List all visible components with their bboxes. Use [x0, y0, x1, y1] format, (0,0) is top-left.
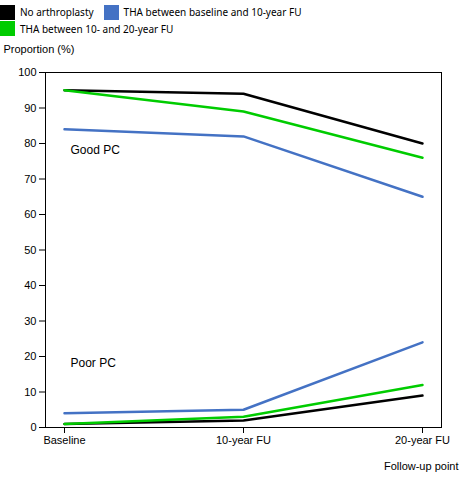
svg-text:Baseline: Baseline: [43, 434, 85, 446]
svg-text:0: 0: [30, 421, 36, 433]
svg-text:10: 10: [24, 386, 36, 398]
svg-text:20-year FU: 20-year FU: [395, 434, 450, 446]
svg-text:60: 60: [24, 208, 36, 220]
svg-text:80: 80: [24, 137, 36, 149]
svg-text:Follow-up point: Follow-up point: [384, 460, 459, 472]
svg-text:90: 90: [24, 102, 36, 114]
html-text:THA between 10- and 20-year FU: THA between 10- and 20-year FU: [20, 21, 174, 36]
html-text:No arthroplasty: No arthroplasty: [20, 5, 94, 20]
svg-text:20: 20: [24, 350, 36, 362]
svg-text:10-year FU: 10-year FU: [216, 434, 271, 446]
svg-text:40: 40: [24, 279, 36, 291]
svg-text:100: 100: [18, 66, 36, 78]
svg-text:70: 70: [24, 173, 36, 185]
svg-text:Good PC: Good PC: [71, 143, 121, 157]
html-text:THA between baseline and 10-ye: THA between baseline and 10-year FU: [123, 5, 302, 20]
svg-text:50: 50: [24, 244, 36, 256]
svg-text:Poor PC: Poor PC: [71, 356, 117, 370]
svg-text:30: 30: [24, 315, 36, 327]
svg-text:Proportion (%): Proportion (%): [4, 43, 75, 55]
